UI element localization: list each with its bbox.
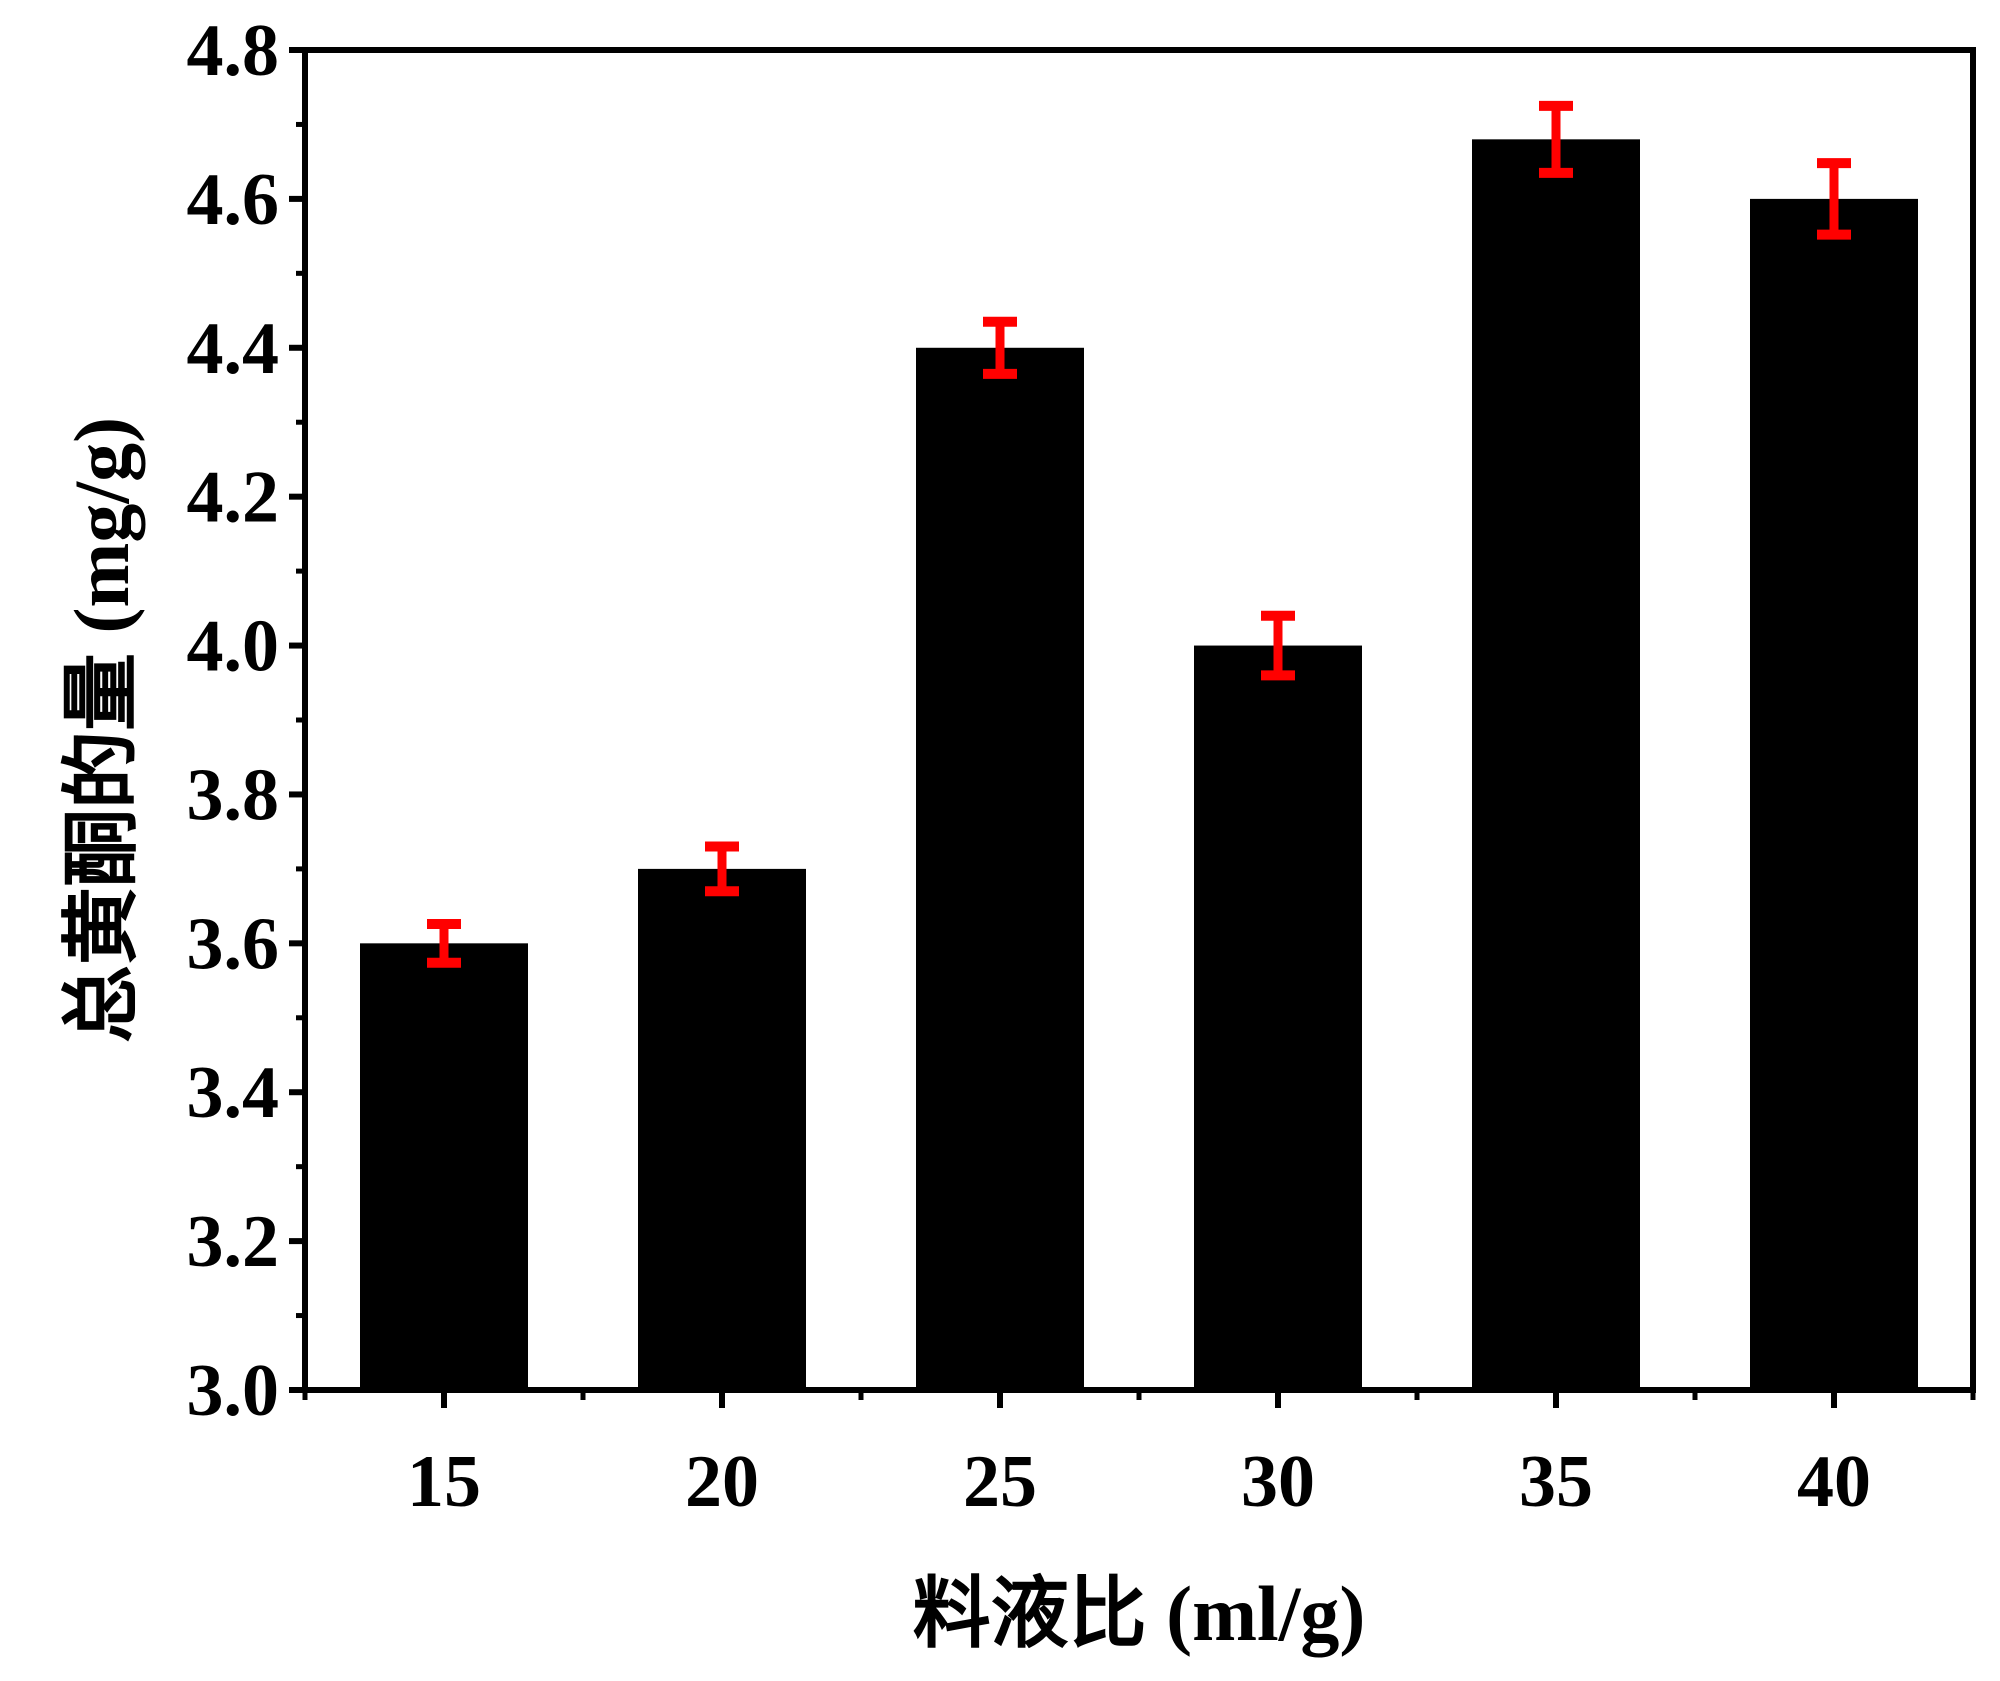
y-tick-label: 4.2 <box>187 457 280 539</box>
x-axis-title: 料液比 (ml/g) <box>913 1570 1366 1657</box>
bar-30 <box>1194 645 1362 1390</box>
y-tick-label: 3.8 <box>187 754 280 836</box>
bar-40 <box>1750 198 1918 1390</box>
x-tick-label: 40 <box>1797 1441 1871 1523</box>
x-axis-ticks: 15 20 25 30 35 40 <box>302 1390 1976 1523</box>
y-tick-label: 4.6 <box>187 159 280 241</box>
error-bar-15 <box>427 918 461 968</box>
y-tick-label: 3.2 <box>187 1201 280 1283</box>
error-bar-40 <box>1817 158 1851 240</box>
error-bars-group <box>427 100 1851 968</box>
x-tick-label: 30 <box>1241 1441 1315 1523</box>
y-axis-ticks: 3.0 3.2 3.4 3.6 3.8 4.0 4.2 4.4 4.6 4.8 <box>187 10 305 1432</box>
x-tick-label: 35 <box>1519 1441 1593 1523</box>
bar-20 <box>638 868 806 1390</box>
error-bar-35 <box>1539 100 1573 178</box>
y-tick-label: 3.0 <box>187 1350 280 1432</box>
bars-group <box>360 139 1918 1390</box>
x-tick-label: 20 <box>685 1441 759 1523</box>
bar-35 <box>1472 139 1640 1390</box>
y-axis-title: 总黄酮的量 (mg/g) <box>58 417 145 1043</box>
y-tick-label: 4.8 <box>187 10 280 92</box>
error-bar-20 <box>705 841 739 897</box>
error-bar-25 <box>983 316 1017 379</box>
error-bar-30 <box>1261 610 1295 681</box>
y-tick-label: 3.6 <box>187 903 280 985</box>
plot-frame <box>302 47 1976 1393</box>
y-tick-label: 4.4 <box>187 308 280 390</box>
x-tick-label: 25 <box>963 1441 1037 1523</box>
y-tick-label: 4.0 <box>187 606 280 688</box>
x-tick-label: 15 <box>407 1441 481 1523</box>
y-tick-label: 3.4 <box>187 1052 280 1134</box>
bar-15 <box>360 943 528 1390</box>
bar-25 <box>916 347 1084 1390</box>
